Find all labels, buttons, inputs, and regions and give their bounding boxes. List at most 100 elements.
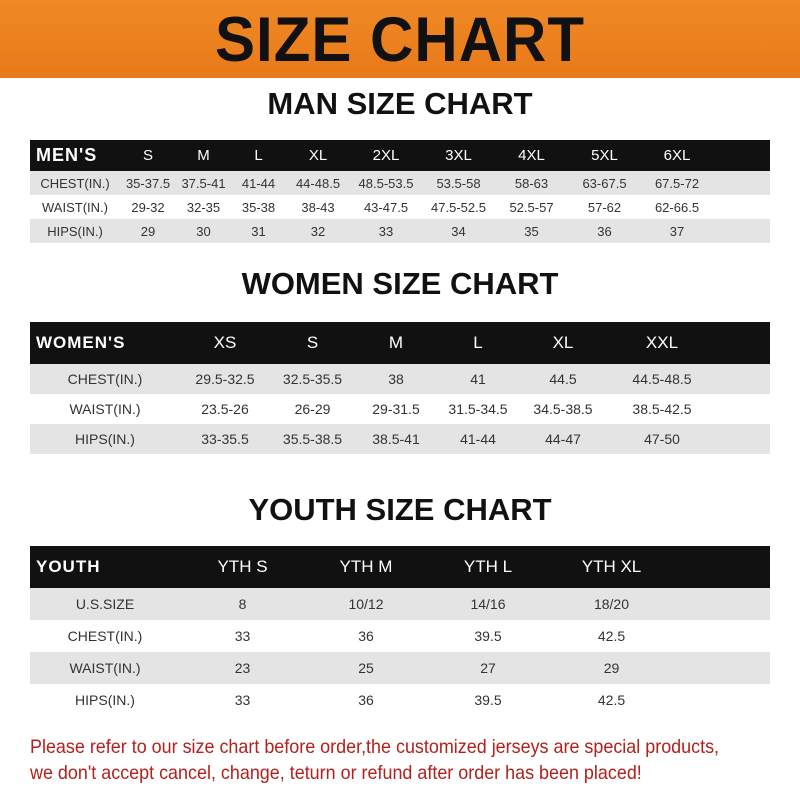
measurement-cell: 35-37.5	[120, 171, 176, 195]
spacer-cell	[717, 424, 770, 454]
measurement-cell: 32.5-35.5	[270, 364, 355, 394]
spacer-cell	[713, 140, 770, 171]
table-title-cell: YOUTH	[30, 546, 180, 588]
women-size-table: WOMEN'S XS S M L XL XXL CHEST(IN.) 29.5-32.5 32.5…	[30, 322, 770, 454]
table-row: WAIST(IN.) 23 25 27 29	[30, 652, 770, 684]
measurement-cell: 38.5-42.5	[607, 394, 717, 424]
measurement-cell: 29	[120, 219, 176, 243]
measurement-cell: 38.5-41	[355, 424, 437, 454]
row-label: WAIST(IN.)	[30, 195, 120, 219]
size-header: 6XL	[641, 140, 713, 171]
measurement-cell: 37.5-41	[176, 171, 231, 195]
youth-title: YOUTH SIZE CHART	[248, 492, 552, 527]
measurement-cell: 29.5-32.5	[180, 364, 270, 394]
row-label: HIPS(IN.)	[30, 424, 180, 454]
size-header: M	[355, 322, 437, 364]
size-header: L	[437, 322, 519, 364]
measurement-cell: 43-47.5	[350, 195, 422, 219]
measurement-cell: 38-43	[286, 195, 350, 219]
row-label: HIPS(IN.)	[30, 219, 120, 243]
row-label: WAIST(IN.)	[30, 394, 180, 424]
measurement-cell: 41	[437, 364, 519, 394]
measurement-cell: 33	[350, 219, 422, 243]
measurement-cell: 44.5-48.5	[607, 364, 717, 394]
measurement-cell: 34	[422, 219, 495, 243]
measurement-cell: 27	[427, 652, 549, 684]
table-row: WAIST(IN.) 23.5-26 26-29 29-31.5 31.5-34.5 34…	[30, 394, 770, 424]
row-label: CHEST(IN.)	[30, 364, 180, 394]
size-header: S	[270, 322, 355, 364]
measurement-cell: 67.5-72	[641, 171, 713, 195]
measurement-cell: 44-47	[519, 424, 607, 454]
measurement-cell: 44-48.5	[286, 171, 350, 195]
measurement-cell: 57-62	[568, 195, 641, 219]
spacer-cell	[713, 219, 770, 243]
size-header: M	[176, 140, 231, 171]
measurement-cell: 10/12	[305, 588, 427, 620]
measurement-cell: 47-50	[607, 424, 717, 454]
spacer-cell	[713, 171, 770, 195]
measurement-cell: 14/16	[427, 588, 549, 620]
table-row: CHEST(IN.) 33 36 39.5 42.5	[30, 620, 770, 652]
measurement-cell: 30	[176, 219, 231, 243]
size-header: S	[120, 140, 176, 171]
measurement-cell: 36	[305, 684, 427, 716]
size-header: XXL	[607, 322, 717, 364]
banner-title: SIZE CHART	[215, 3, 585, 75]
measurement-cell: 33	[180, 620, 305, 652]
measurement-cell: 37	[641, 219, 713, 243]
measurement-cell: 63-67.5	[568, 171, 641, 195]
size-header: XL	[519, 322, 607, 364]
measurement-cell: 47.5-52.5	[422, 195, 495, 219]
measurement-cell: 34.5-38.5	[519, 394, 607, 424]
banner: SIZE CHART	[0, 0, 800, 78]
row-label: CHEST(IN.)	[30, 171, 120, 195]
size-header: YTH S	[180, 546, 305, 588]
size-header: YTH M	[305, 546, 427, 588]
row-label: U.S.SIZE	[30, 588, 180, 620]
table-header-row: WOMEN'S XS S M L XL XXL	[30, 322, 770, 364]
measurement-cell: 41-44	[437, 424, 519, 454]
spacer-cell	[674, 588, 770, 620]
women-title: WOMEN SIZE CHART	[241, 266, 559, 301]
measurement-cell: 33	[180, 684, 305, 716]
measurement-cell: 33-35.5	[180, 424, 270, 454]
table-row: WAIST(IN.) 29-32 32-35 35-38 38-43 43-47.5 47.…	[30, 195, 770, 219]
spacer-cell	[674, 546, 770, 588]
measurement-cell: 42.5	[549, 684, 674, 716]
men-size-table: MEN'S S M L XL 2XL 3XL 4XL 5XL 6XL CHEST(IN.) 35-37…	[30, 140, 770, 243]
measurement-cell: 36	[305, 620, 427, 652]
measurement-cell: 44.5	[519, 364, 607, 394]
measurement-cell: 42.5	[549, 620, 674, 652]
table-title-cell: MEN'S	[30, 140, 120, 171]
measurement-cell: 32	[286, 219, 350, 243]
men-title: MAN SIZE CHART	[267, 86, 533, 121]
measurement-cell: 62-66.5	[641, 195, 713, 219]
measurement-cell: 8	[180, 588, 305, 620]
measurement-cell: 23.5-26	[180, 394, 270, 424]
table-header-row: MEN'S S M L XL 2XL 3XL 4XL 5XL 6XL	[30, 140, 770, 171]
measurement-cell: 18/20	[549, 588, 674, 620]
youth-size-table: YOUTH YTH S YTH M YTH L YTH XL U.S.SIZE 8 10/12…	[30, 546, 770, 716]
measurement-cell: 23	[180, 652, 305, 684]
measurement-cell: 41-44	[231, 171, 286, 195]
spacer-cell	[717, 394, 770, 424]
order-notice: Please refer to our size chart before or…	[30, 736, 720, 784]
spacer-cell	[674, 652, 770, 684]
measurement-cell: 26-29	[270, 394, 355, 424]
measurement-cell: 29-31.5	[355, 394, 437, 424]
table-row: HIPS(IN.) 33-35.5 35.5-38.5 38.5-41 41-44 44-…	[30, 424, 770, 454]
size-header: 5XL	[568, 140, 641, 171]
measurement-cell: 58-63	[495, 171, 568, 195]
measurement-cell: 32-35	[176, 195, 231, 219]
measurement-cell: 52.5-57	[495, 195, 568, 219]
size-header: 3XL	[422, 140, 495, 171]
spacer-cell	[713, 195, 770, 219]
size-header: 2XL	[350, 140, 422, 171]
spacer-cell	[674, 620, 770, 652]
size-header: YTH L	[427, 546, 549, 588]
size-header: XS	[180, 322, 270, 364]
table-header-row: YOUTH YTH S YTH M YTH L YTH XL	[30, 546, 770, 588]
spacer-cell	[717, 364, 770, 394]
table-row: HIPS(IN.) 33 36 39.5 42.5	[30, 684, 770, 716]
